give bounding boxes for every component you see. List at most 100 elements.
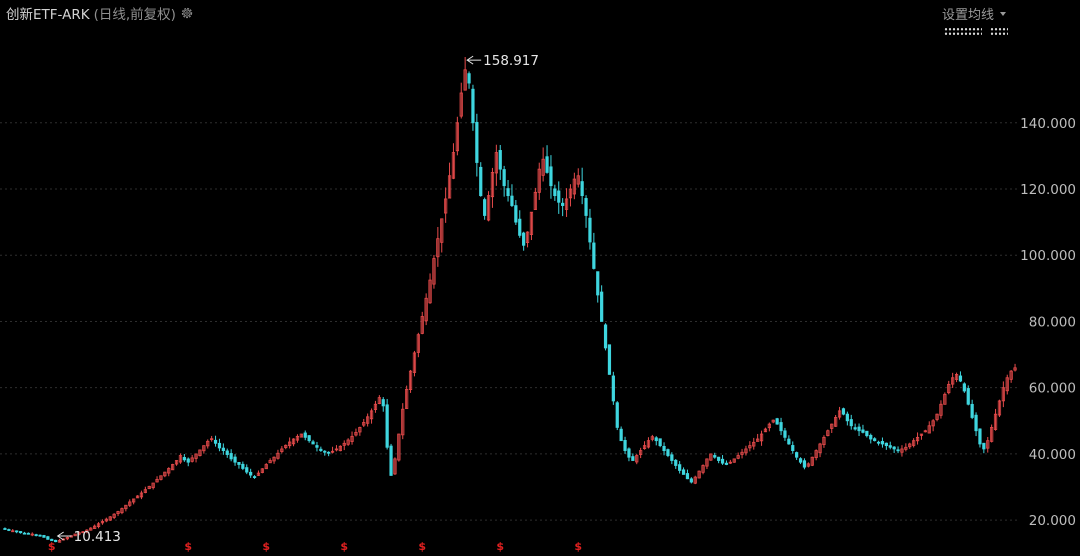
candle-body: [190, 457, 194, 462]
candle-body: [46, 536, 50, 540]
candle-body: [728, 461, 732, 464]
gear-icon[interactable]: [180, 6, 194, 20]
candle-body: [295, 435, 300, 441]
candle-body: [3, 528, 7, 530]
candle-body: [252, 476, 257, 478]
candle-body: [213, 439, 218, 444]
candle-body: [892, 446, 896, 450]
candle-body: [514, 205, 518, 223]
candle-body: [241, 463, 245, 469]
candle-body: [732, 458, 736, 463]
candle-body: [416, 334, 420, 353]
candle-body: [650, 436, 654, 440]
candle-body: [818, 443, 822, 454]
candle-body: [830, 423, 834, 429]
min-price-label: 10.413: [74, 529, 121, 545]
candle-body: [459, 92, 463, 117]
candle-body: [990, 427, 994, 442]
dividend-marker[interactable]: $: [340, 540, 348, 553]
candle-body: [221, 447, 225, 451]
candle-body: [646, 440, 651, 448]
candle-body: [572, 178, 576, 195]
candle-body: [865, 430, 869, 437]
candle-body: [549, 166, 553, 187]
candle-body: [436, 238, 440, 258]
y-axis-labels: 20.000 40.000 60.000 80.000 100.000 120.000 14…: [1020, 116, 1076, 529]
candle-body: [724, 462, 729, 465]
candle-body: [463, 69, 467, 91]
dividend-markers: $ $ $ $ $ $ $: [48, 540, 582, 553]
candle-body: [908, 443, 912, 448]
annotations: 158.917 10.413: [56, 53, 539, 545]
dividend-marker[interactable]: $: [574, 540, 582, 553]
dividend-marker[interactable]: $: [496, 540, 504, 553]
candle-body: [900, 448, 904, 453]
candle-body: [432, 258, 436, 285]
candle-body: [1005, 377, 1009, 392]
candle-body: [888, 445, 892, 448]
candle-body: [229, 453, 233, 460]
candle-body: [982, 442, 986, 450]
ma-setting-dropdown[interactable]: 设置均线: [942, 4, 1006, 23]
candle-body: [330, 450, 335, 453]
candle-body: [30, 533, 34, 536]
candle-body: [120, 508, 124, 514]
candle-body: [315, 445, 319, 448]
candle-body: [947, 383, 951, 394]
candle-body: [194, 453, 198, 459]
candle-body: [510, 195, 514, 206]
candle-body: [748, 445, 752, 449]
candle-body: [34, 534, 38, 537]
candle-body: [124, 504, 128, 510]
candle-body: [557, 190, 561, 203]
candle-body: [299, 433, 303, 438]
candle-body: [689, 478, 693, 483]
candle-body: [635, 455, 639, 463]
candle-body: [701, 465, 705, 473]
candle-body: [740, 451, 744, 455]
candle-body: [834, 417, 838, 427]
annotation-arrowhead: [466, 55, 474, 65]
candle-body: [96, 523, 101, 527]
candle-body: [440, 218, 444, 243]
candle-body: [685, 473, 690, 480]
candle-body: [233, 456, 237, 463]
candle-body: [93, 525, 97, 529]
candle-body: [260, 468, 264, 473]
ma-setting-label[interactable]: 设置均线: [941, 8, 994, 23]
candle-body: [447, 175, 452, 199]
chart-title: 创新ETF-ARK: [6, 7, 90, 23]
candle-body: [709, 453, 713, 461]
candle-body: [756, 438, 760, 442]
dividend-marker[interactable]: $: [48, 540, 56, 553]
dividend-marker[interactable]: $: [418, 540, 426, 553]
candle-body: [475, 121, 479, 163]
ma-legend-chip: [990, 27, 1008, 36]
candle-body: [880, 441, 885, 445]
dividend-marker[interactable]: $: [262, 540, 270, 553]
candle-body: [541, 158, 545, 176]
candle-body: [795, 452, 799, 458]
candle-body: [537, 168, 541, 193]
candle-body: [529, 211, 534, 235]
candle-body: [112, 513, 116, 518]
candle-body: [525, 231, 530, 243]
candle-body: [381, 399, 385, 407]
dividend-marker[interactable]: $: [184, 540, 192, 553]
caret-down-icon[interactable]: [1000, 11, 1006, 16]
candle-body: [397, 433, 401, 461]
candle-body: [822, 436, 826, 446]
candle-body: [615, 402, 619, 428]
candle-body: [202, 445, 206, 452]
candle-body: [276, 452, 280, 459]
candle-body: [1001, 387, 1005, 402]
candle-body: [182, 457, 186, 461]
candle-body: [697, 470, 701, 479]
candle-body: [57, 539, 62, 543]
candle-body: [358, 427, 362, 433]
candle-body: [338, 445, 342, 452]
candle-body: [771, 419, 775, 423]
candle-body: [533, 191, 537, 210]
candle-body: [943, 393, 947, 405]
